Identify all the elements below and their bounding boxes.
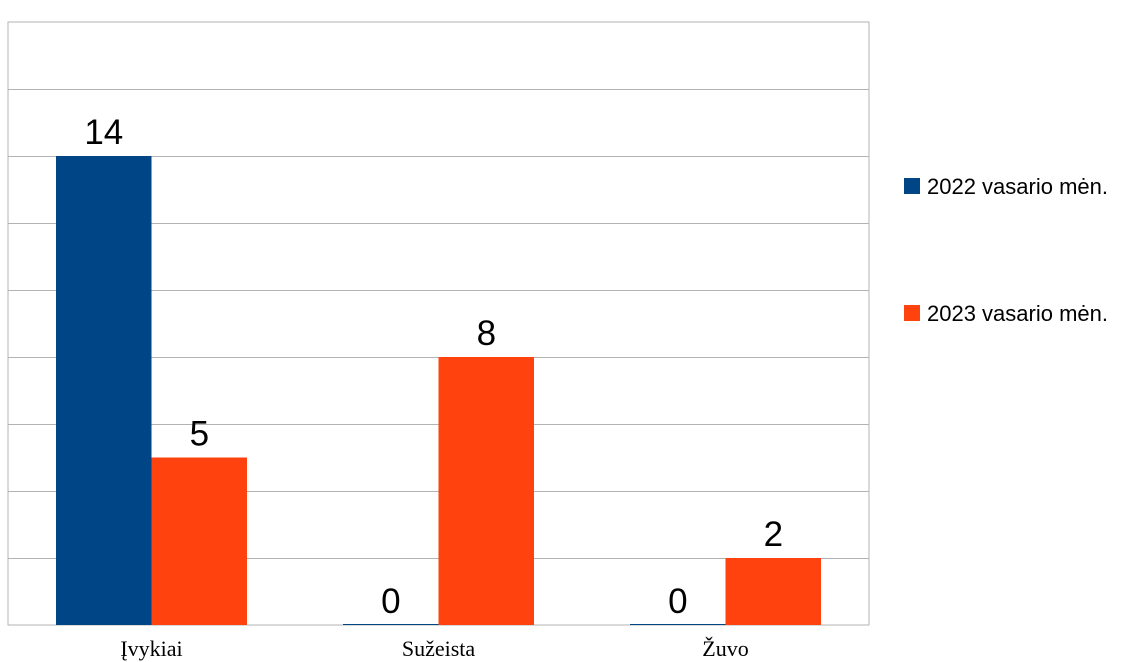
legend-swatch [904,305,920,321]
data-label: 14 [84,113,123,152]
x-tick-label: Sužeista [402,636,476,661]
bar-series-2-1 [151,457,247,625]
bar-series-1-3 [630,624,726,625]
data-labels: 14 5 0 8 0 2 [84,113,783,621]
bars [56,156,821,625]
data-label: 0 [668,582,687,621]
legend: 2022 vasario mėn. 2023 vasario mėn. [904,174,1108,326]
data-label: 5 [190,415,209,454]
bar-series-2-3 [725,558,821,625]
data-label: 0 [381,582,400,621]
legend-label: 2023 vasario mėn. [927,301,1108,326]
bar-series-2-2 [438,357,534,625]
data-label: 8 [477,314,496,353]
legend-label: 2022 vasario mėn. [927,174,1108,199]
x-tick-label: Įvykiai [120,636,182,661]
x-axis-tick-labels: Įvykiai Sužeista Žuvo [120,636,748,661]
legend-swatch [904,178,920,194]
x-tick-label: Žuvo [702,636,748,661]
bar-series-1-2 [343,624,439,625]
bar-series-1-1 [56,156,152,625]
data-label: 2 [764,515,783,554]
